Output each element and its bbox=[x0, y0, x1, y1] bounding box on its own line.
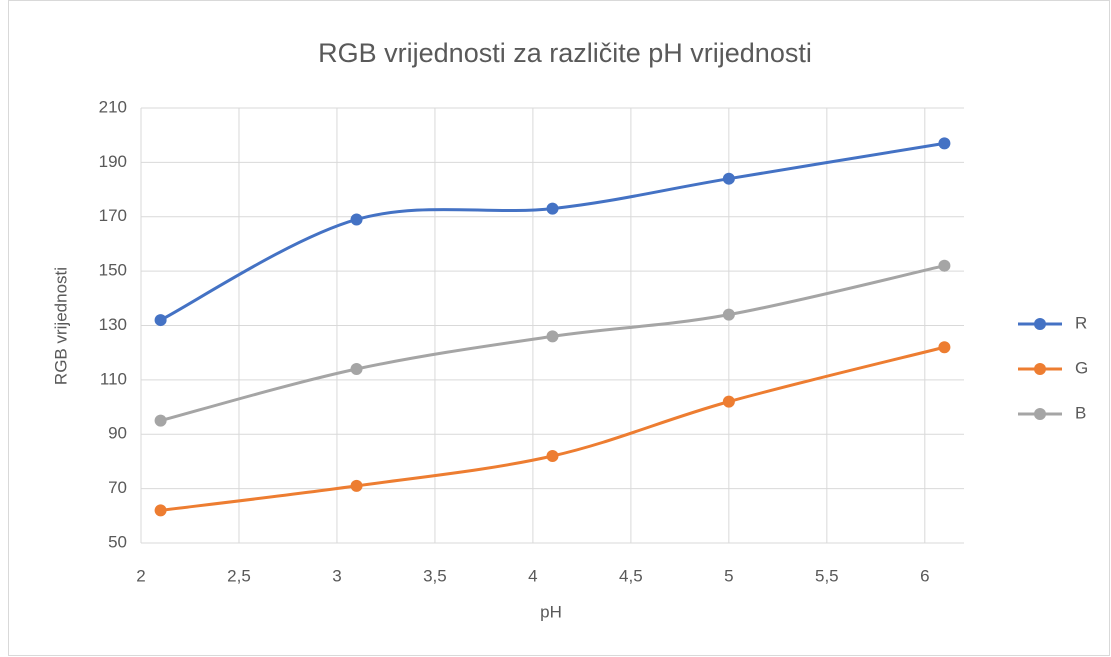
x-tick-label: 5,5 bbox=[815, 566, 839, 585]
legend-label: R bbox=[1075, 313, 1087, 332]
chart-border bbox=[8, 0, 1110, 656]
y-axis-label: RGB vrijednosti bbox=[51, 267, 70, 385]
data-point bbox=[546, 202, 559, 215]
data-point bbox=[154, 414, 167, 427]
data-point bbox=[154, 314, 167, 327]
x-axis-label: pH bbox=[540, 602, 562, 621]
data-point bbox=[350, 363, 363, 375]
data-point bbox=[546, 330, 559, 343]
y-tick-label: 90 bbox=[108, 424, 127, 443]
x-tick-label: 3,5 bbox=[423, 566, 447, 585]
x-tick-label: 4,5 bbox=[619, 566, 643, 585]
data-point bbox=[938, 137, 951, 150]
data-point bbox=[938, 341, 951, 354]
x-tick-label: 6 bbox=[920, 566, 929, 585]
y-tick-label: 190 bbox=[99, 152, 127, 171]
x-tick-label: 4 bbox=[528, 566, 537, 585]
legend-label: B bbox=[1075, 403, 1086, 422]
data-point bbox=[546, 450, 559, 462]
chart-title: RGB vrijednosti za različite pH vrijedno… bbox=[318, 38, 812, 68]
data-point bbox=[722, 172, 735, 185]
legend-marker bbox=[1034, 318, 1046, 330]
legend-marker bbox=[1034, 363, 1046, 375]
data-point bbox=[154, 504, 167, 517]
data-point bbox=[938, 259, 951, 272]
x-tick-label: 2 bbox=[136, 566, 145, 585]
y-tick-label: 170 bbox=[99, 206, 127, 225]
data-point bbox=[722, 308, 735, 321]
legend-label: G bbox=[1075, 358, 1088, 377]
x-tick-label: 5 bbox=[724, 566, 733, 585]
y-tick-label: 210 bbox=[99, 97, 127, 116]
y-tick-label: 50 bbox=[108, 532, 127, 551]
legend-marker bbox=[1034, 408, 1046, 420]
data-point bbox=[350, 479, 363, 492]
y-tick-label: 70 bbox=[108, 478, 127, 497]
y-tick-label: 150 bbox=[99, 261, 127, 280]
data-point bbox=[350, 213, 363, 226]
x-tick-label: 2,5 bbox=[227, 566, 251, 585]
data-point bbox=[722, 395, 735, 408]
y-tick-label: 110 bbox=[100, 369, 127, 388]
y-tick-label: 130 bbox=[99, 315, 127, 334]
x-tick-label: 3 bbox=[332, 566, 341, 585]
